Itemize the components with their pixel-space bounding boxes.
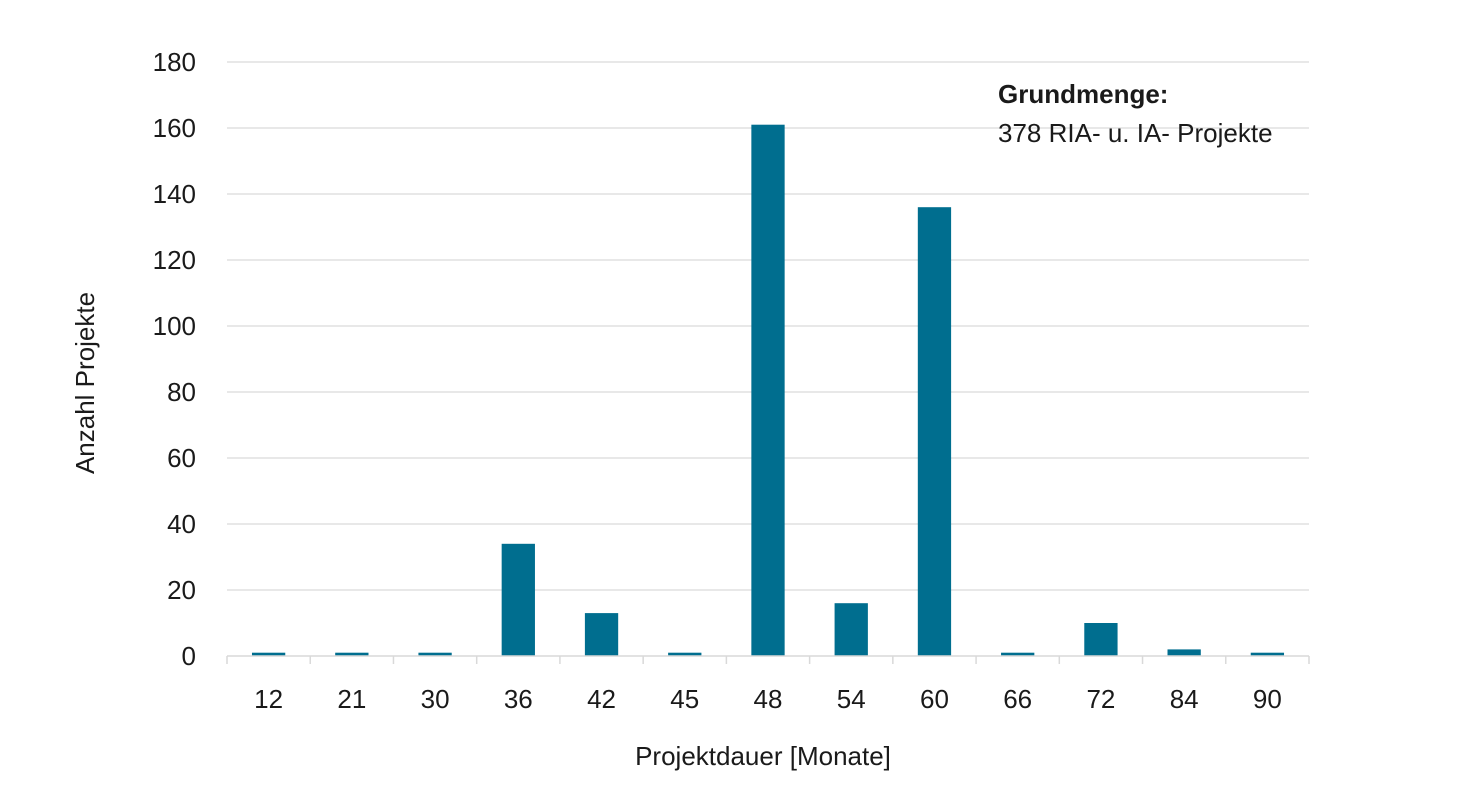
y-tick-label: 160 — [153, 113, 196, 143]
y-axis-label: Anzahl Projekte — [70, 292, 100, 474]
bar — [335, 652, 369, 656]
bar — [1084, 623, 1118, 656]
y-tick-label: 0 — [182, 641, 196, 671]
bar — [751, 124, 785, 656]
x-tick-labels: 12 21 30 36 42 45 48 54 60 66 72 84 90 — [254, 684, 1282, 714]
x-tick-label: 42 — [587, 684, 616, 714]
x-tick-label: 84 — [1170, 684, 1199, 714]
bar — [834, 603, 868, 656]
y-tick-labels: 0 20 40 60 80 100 120 140 160 180 — [153, 47, 196, 671]
x-tick-label: 36 — [504, 684, 533, 714]
x-tick-label: 12 — [254, 684, 283, 714]
bar — [418, 652, 452, 656]
bar — [584, 613, 619, 656]
x-tick-label: 54 — [837, 684, 866, 714]
bar — [917, 207, 952, 656]
y-tick-label: 180 — [153, 47, 196, 77]
x-tick-label: 48 — [754, 684, 783, 714]
annotation-text: 378 RIA- u. IA- Projekte — [998, 118, 1273, 148]
y-tick-label: 20 — [167, 575, 196, 605]
annotation-title: Grundmenge: — [998, 79, 1168, 109]
x-tick-label: 60 — [920, 684, 949, 714]
x-tick-label: 90 — [1253, 684, 1282, 714]
x-axis-label: Projektdauer [Monate] — [635, 741, 891, 771]
y-tick-label: 60 — [167, 443, 196, 473]
bars — [251, 124, 1285, 656]
y-tick-label: 140 — [153, 179, 196, 209]
y-tick-label: 40 — [167, 509, 196, 539]
bar — [1250, 652, 1285, 656]
y-tick-label: 80 — [167, 377, 196, 407]
bar — [251, 652, 286, 656]
x-tick-label: 30 — [421, 684, 450, 714]
y-tick-label: 100 — [153, 311, 196, 341]
x-tick-label: 66 — [1003, 684, 1032, 714]
bar — [501, 543, 535, 656]
bar — [1167, 649, 1201, 656]
bar — [1001, 652, 1035, 656]
x-axis — [226, 655, 1310, 664]
bar — [668, 652, 702, 656]
x-tick-label: 45 — [670, 684, 699, 714]
y-tick-label: 120 — [153, 245, 196, 275]
x-tick-label: 21 — [337, 684, 366, 714]
x-tick-label: 72 — [1086, 684, 1115, 714]
